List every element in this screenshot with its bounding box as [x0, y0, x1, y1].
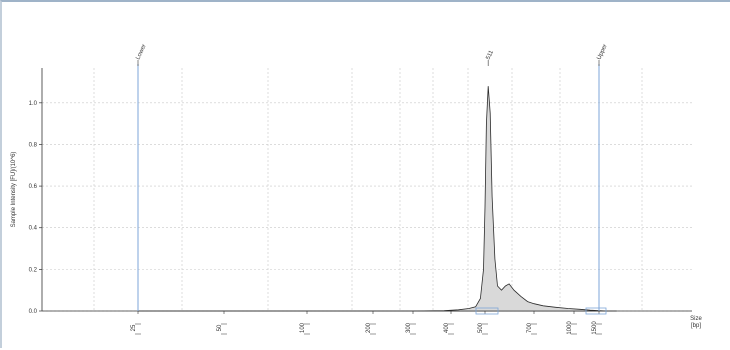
x-axis-label: Size [690, 316, 702, 322]
marker-label: 511 [486, 49, 496, 61]
peak-region-box [475, 307, 499, 315]
y-tick-label: 0.0 [29, 309, 38, 315]
y-tick-label: 0.2 [29, 267, 38, 273]
x-axis-label: [bp] [691, 323, 701, 329]
x-tick-label: 100 [300, 322, 306, 333]
peak-region-box [585, 307, 607, 315]
x-tick-label: 25 [131, 324, 137, 331]
y-tick-label: 0.6 [29, 184, 38, 190]
marker-label: Lower [135, 43, 147, 60]
y-tick-label: 1.0 [29, 101, 38, 107]
sample-trace [138, 86, 617, 312]
x-tick-label: 700 [527, 322, 533, 333]
marker-label: Upper [596, 43, 608, 60]
x-tick-label: 200 [366, 322, 372, 333]
x-tick-label: 1500 [592, 321, 598, 335]
y-tick-label: 0.4 [29, 226, 38, 232]
x-tick-label: 400 [444, 322, 450, 333]
x-tick-label: 1000 [567, 321, 573, 335]
x-tick-label: 300 [406, 322, 412, 333]
x-tick-label: 500 [478, 322, 484, 333]
x-tick-label: 50 [217, 324, 223, 331]
y-tick-label: 0.8 [29, 142, 38, 148]
y-axis-label: Sample Intensity [FU]/(10^6) [11, 152, 17, 228]
